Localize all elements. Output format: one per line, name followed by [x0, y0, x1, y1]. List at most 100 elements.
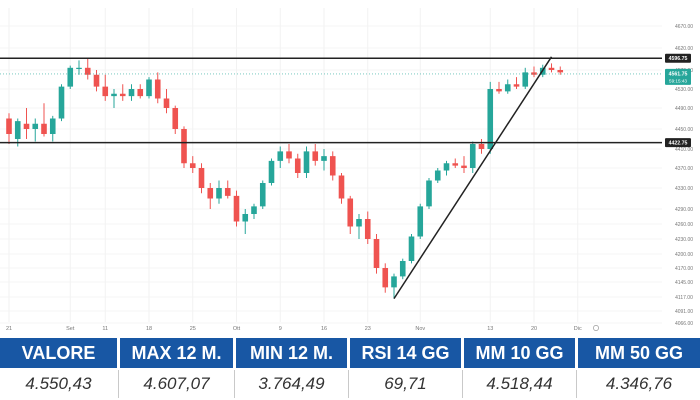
header-mm-10gg: MM 10 GG [464, 338, 575, 368]
y-tick-label: 4530.00 [675, 87, 693, 93]
candle-up [251, 206, 257, 214]
candle-down [233, 195, 240, 222]
candle-up [277, 151, 284, 161]
chart-overlay-lines [0, 56, 662, 300]
candle-up [417, 206, 424, 237]
candle-up [128, 89, 135, 97]
candle-up [303, 151, 310, 173]
x-tick-label: 13 [487, 326, 493, 332]
header-min-12m: MIN 12 M. [236, 338, 347, 368]
y-tick-label: 4230.00 [675, 237, 693, 243]
x-tick-label: 18 [146, 326, 152, 332]
y-tick-label: 4091.00 [675, 309, 693, 315]
header-valore: VALORE [0, 338, 117, 368]
candle-down [382, 268, 389, 288]
candle-up [487, 89, 494, 149]
candle-down [154, 79, 161, 99]
value-min-12m: 3.764,49 [258, 374, 325, 393]
candle-up [522, 72, 529, 87]
x-tick-label: 20 [531, 326, 537, 332]
candlestick-series [6, 57, 564, 299]
candle-up [111, 93, 117, 97]
candle-up [14, 121, 21, 139]
candle-down [189, 163, 196, 168]
x-tick-label: 16 [321, 326, 327, 332]
y-tick-label: 4670.00 [675, 24, 693, 30]
level-tag-label: 4422.75 [669, 141, 688, 147]
candle-down [557, 70, 564, 73]
candle-down [461, 165, 467, 168]
candle-down [294, 158, 301, 173]
candle-up [321, 156, 327, 161]
candle-up [146, 79, 152, 97]
candle-down [548, 67, 555, 70]
candle-up [426, 180, 432, 207]
candle-down [496, 89, 502, 92]
y-tick-label: 4330.00 [675, 186, 693, 192]
y-tick-label: 4290.00 [675, 207, 693, 213]
candle-down [93, 74, 100, 87]
x-axis: 21 Set 11 18 25 Ott 9 16 23 Nov 13 20 Dic [6, 325, 599, 332]
y-tick-label: 4490.00 [675, 106, 693, 112]
candle-down [84, 67, 91, 75]
candle-up [76, 67, 82, 69]
y-tick-label: 4145.00 [675, 280, 693, 286]
candle-up [504, 84, 511, 92]
price-chart: 4066.00 4091.00 4117.00 4145.00 4170.00 4200.… [0, 8, 693, 332]
level-tag-label: 4596.75 [669, 56, 688, 62]
x-tick-label: Set [66, 326, 75, 332]
candle-up [469, 144, 476, 168]
candle-down [102, 86, 109, 97]
candle-up [32, 123, 39, 129]
header-mm-50gg: MM 50 GG [578, 338, 700, 368]
candle-up [356, 219, 362, 227]
candle-up [268, 160, 275, 183]
candle-down [364, 219, 371, 239]
y-tick-label: 4410.00 [675, 147, 693, 153]
candle-down [373, 239, 380, 268]
x-tick-label: Dic [574, 326, 582, 332]
candle-down [23, 123, 30, 129]
y-tick-label: 4370.00 [675, 166, 693, 172]
value-rsi-14gg: 69,71 [384, 374, 427, 393]
candle-down [198, 168, 205, 188]
axis-settings-icon [593, 325, 599, 331]
y-axis: 4066.00 4091.00 4117.00 4145.00 4170.00 4200.… [665, 24, 693, 327]
y-tick-label: 4066.00 [675, 321, 693, 327]
x-tick-label: Ott [233, 326, 241, 332]
candle-down [312, 151, 319, 161]
candle-up [408, 236, 415, 261]
candle-up [434, 170, 441, 181]
candle-down [6, 118, 12, 134]
candle-down [329, 156, 336, 176]
candle-down [347, 198, 354, 227]
y-tick-label: 4620.00 [675, 46, 693, 52]
value-divider [234, 370, 235, 398]
x-tick-label: 11 [102, 326, 108, 332]
candle-up [58, 86, 65, 119]
x-tick-label: 21 [6, 326, 12, 332]
candle-down [478, 144, 485, 149]
y-tick-label: 4450.00 [675, 127, 693, 133]
stats-header-row: VALORE MAX 12 M. MIN 12 M. RSI 14 GG MM … [0, 338, 700, 368]
candle-down [338, 175, 345, 199]
candle-down [452, 163, 459, 166]
candle-up [216, 188, 222, 199]
candle-down [119, 93, 126, 97]
value-divider [348, 370, 349, 398]
price-tag-countdown: 59:15:43 [669, 78, 687, 83]
candle-down [224, 188, 231, 196]
candle-down [207, 188, 214, 199]
y-tick-label: 4200.00 [675, 252, 693, 258]
value-max-12m: 4.607,07 [143, 374, 210, 393]
candle-up [443, 163, 450, 171]
candle-up [67, 67, 74, 87]
candle-down [172, 108, 179, 129]
candle-up [391, 276, 397, 288]
candle-up [399, 261, 406, 277]
x-tick-label: Nov [415, 326, 425, 332]
candle-up [242, 214, 249, 222]
level-tag [665, 138, 691, 148]
price-tag [665, 68, 691, 85]
x-tick-label: 23 [365, 326, 371, 332]
